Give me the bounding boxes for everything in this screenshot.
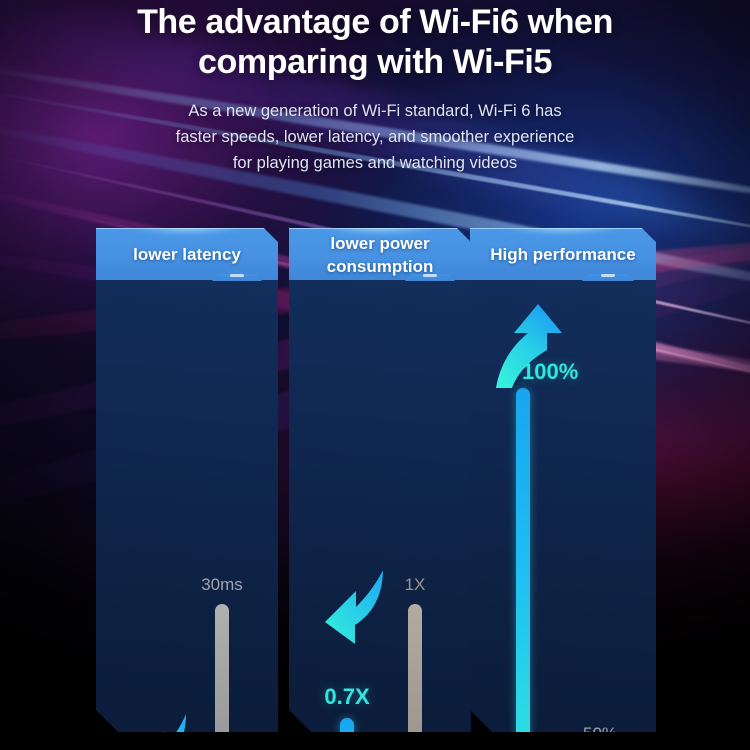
panel-lower-latency: lower latency 10ms WiFi6 <box>96 228 278 732</box>
curved-down-arrow-icon <box>313 568 389 646</box>
page-subtitle-line-2: faster speeds, lower latency, and smooth… <box>175 128 575 146</box>
panel-header-tab-dash <box>423 274 437 277</box>
panel-header-lower-power-consumption: lower power consumption <box>289 228 471 280</box>
panel-header-lower-latency: lower latency <box>96 228 278 280</box>
bar-wifi6-router-wifi6-adapter-column <box>516 388 530 732</box>
panel-title-line: High performance <box>490 245 636 264</box>
panel-header-glow <box>503 228 622 234</box>
page-title: The advantage of Wi-Fi6 when comparing w… <box>0 2 750 82</box>
page-subtitle: As a new generation of Wi-Fi standard, W… <box>0 98 750 176</box>
panel-title-line: consumption <box>326 257 434 276</box>
bar-wifi5-column <box>408 604 422 732</box>
page-subtitle-line-1: As a new generation of Wi-Fi standard, W… <box>188 102 562 120</box>
panel-header-glow <box>129 228 245 234</box>
panel-header-tab-dash <box>601 274 615 277</box>
panel-lower-power-consumption: lower power consumption 0.7X WiFi6 <box>289 228 471 732</box>
panel-high-performance: High performance 100% WiFi6 router <box>470 228 656 732</box>
bar-value-wifi6-router-normal-adapter: 50% <box>548 724 652 732</box>
panel-header-tab <box>582 274 634 281</box>
panel-title-high-performance: High performance <box>470 243 656 266</box>
curved-down-arrow-icon <box>128 712 192 732</box>
panel-title-line: lower power <box>330 234 430 253</box>
bar-value-wifi6-router-wifi6-adapter: 100% <box>522 359 579 384</box>
page-title-line-1: The advantage of Wi-Fi6 when <box>137 3 613 41</box>
bar-value-wifi5: 1X <box>404 575 426 594</box>
bar-wifi6-column <box>340 718 354 732</box>
bar-value-wifi6: 0.7X <box>324 684 370 709</box>
panel-title-lower-power-consumption: lower power consumption <box>289 232 471 278</box>
panel-header-tab <box>212 274 262 281</box>
page-title-line-2: comparing with Wi-Fi5 <box>198 43 552 81</box>
curved-up-arrow-icon <box>490 302 574 390</box>
panel-header-glow <box>322 228 438 234</box>
bar-wifi5-column <box>215 604 229 732</box>
panel-header-high-performance: High performance <box>470 228 656 280</box>
page-subtitle-line-3: for playing games and watching videos <box>232 154 518 172</box>
bar-value-wifi5: 30ms <box>201 575 243 594</box>
panel-title-lower-latency: lower latency <box>96 243 278 266</box>
panel-title-line: lower latency <box>133 245 241 264</box>
panel-header-tab <box>405 274 455 281</box>
panel-header-tab-dash <box>230 274 244 277</box>
